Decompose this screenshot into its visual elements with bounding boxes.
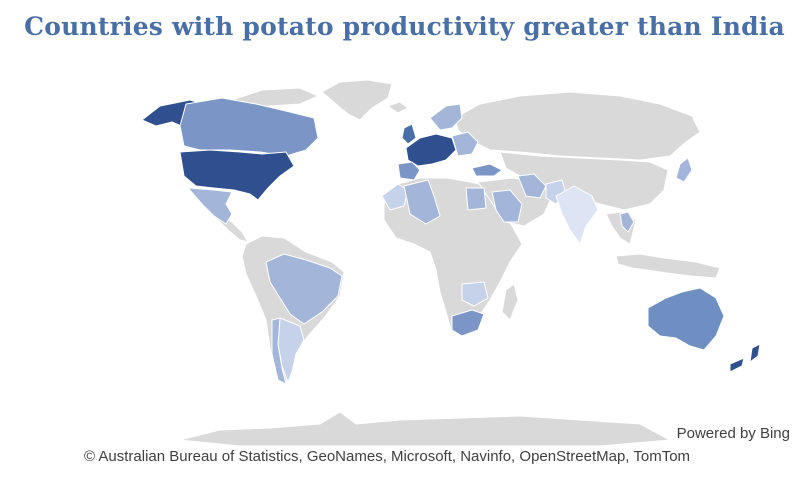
region-india xyxy=(555,185,599,245)
region-egypt xyxy=(465,187,487,211)
region-canada xyxy=(179,97,319,157)
land-indonesia xyxy=(615,253,721,279)
map-title: Countries with potato productivity great… xyxy=(24,12,785,41)
region-algeria xyxy=(403,179,441,225)
region-australia xyxy=(647,287,725,351)
land-iceland xyxy=(387,101,409,114)
land-madagascar xyxy=(501,283,519,321)
region-brazil xyxy=(265,253,343,325)
map-attribution: © Australian Bureau of Statistics, GeoNa… xyxy=(84,448,691,465)
region-south-africa xyxy=(451,309,485,337)
region-southern-africa xyxy=(461,281,489,307)
region-uk xyxy=(401,123,417,145)
region-mexico xyxy=(187,187,233,225)
region-saudi-arabia xyxy=(491,189,523,223)
region-iran xyxy=(517,173,547,199)
region-southeast-asia xyxy=(619,211,635,233)
region-chile xyxy=(271,317,287,385)
region-usa xyxy=(179,149,295,201)
region-turkey xyxy=(471,163,503,177)
region-japan xyxy=(675,157,693,183)
region-scandinavia xyxy=(429,103,463,131)
region-morocco xyxy=(381,183,409,211)
region-new-zealand xyxy=(729,343,761,373)
region-iberia xyxy=(397,161,421,181)
region-eastern-europe xyxy=(451,131,479,157)
land-greenland xyxy=(321,79,393,121)
land-russia xyxy=(454,91,701,161)
powered-by-label: Powered by Bing xyxy=(676,425,790,442)
land-antarctica xyxy=(179,411,671,447)
